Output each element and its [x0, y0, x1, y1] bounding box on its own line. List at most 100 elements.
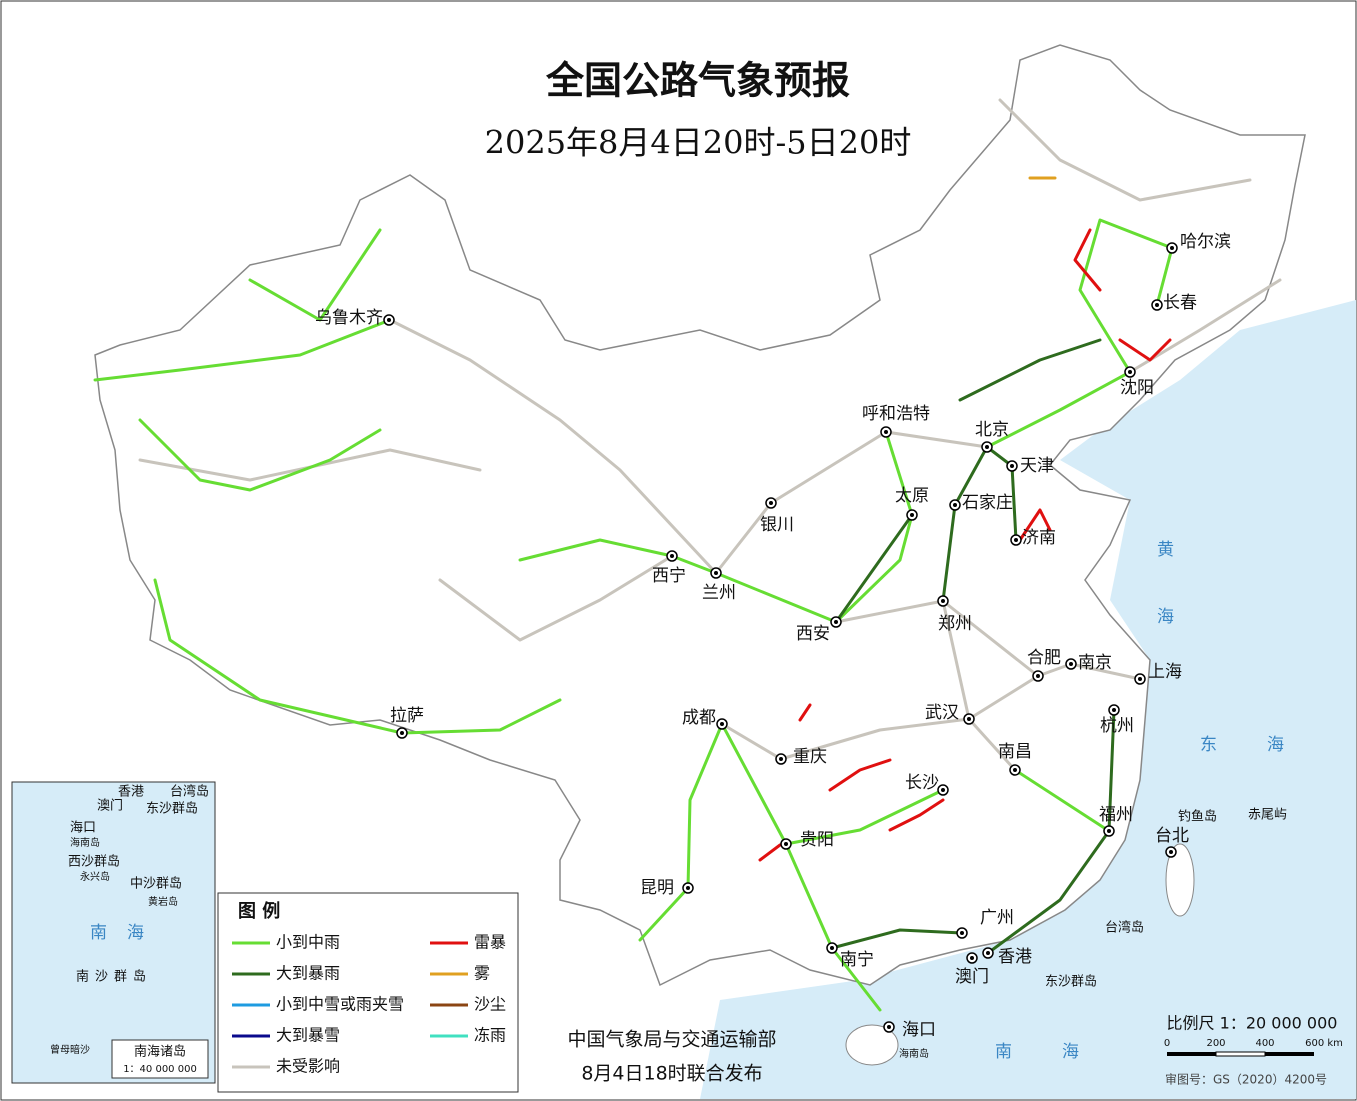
- city-label: 哈尔滨: [1180, 232, 1231, 252]
- city-label: 长沙: [905, 773, 939, 793]
- city-label: 沈阳: [1120, 378, 1154, 398]
- inset-label: 中沙群岛: [130, 876, 182, 892]
- city-label: 乌鲁木齐: [315, 308, 383, 328]
- inset-label: 南沙群岛: [76, 969, 152, 985]
- city-dot-center: [884, 430, 888, 434]
- roads-heavy-rain-shape: [834, 513, 914, 624]
- city-label: 长春: [1163, 293, 1197, 313]
- city-dot-center: [1010, 464, 1014, 468]
- city-dot-center: [1112, 708, 1116, 712]
- inset-shape: [111, 1039, 209, 1079]
- roads-thunderstorm-shape: [888, 798, 945, 832]
- roads-thunderstorm-shape: [1018, 508, 1052, 542]
- city-dot-center: [1014, 538, 1018, 542]
- scale-bar-shape: [1167, 1052, 1216, 1056]
- city-dot-center: [769, 501, 773, 505]
- roads-thunderstorm-shape: [1118, 338, 1172, 362]
- city-label: 南京: [1078, 653, 1112, 673]
- place-label: 海南岛: [899, 1047, 929, 1060]
- city-label: 西宁: [652, 566, 686, 586]
- city-label: 南宁: [840, 950, 874, 970]
- city-label: 上海: [1148, 662, 1182, 682]
- legend-label: 大到暴雪: [276, 1026, 340, 1045]
- city-label: 天津: [1020, 456, 1054, 476]
- city-dot-center: [1170, 246, 1174, 250]
- legend-label: 小到中雨: [276, 933, 340, 952]
- legend-label: 沙尘: [474, 995, 506, 1014]
- roads-light-rain-shape: [1078, 218, 1174, 374]
- place-label: 台湾岛: [1105, 920, 1144, 936]
- land-outline-shape: [94, 44, 1306, 987]
- roads-heavy-rain-shape: [958, 338, 1102, 402]
- city-label: 澳门: [955, 967, 989, 987]
- city-dot-center: [834, 620, 838, 624]
- inset-label: 澳门: [97, 798, 123, 814]
- inset-label: 香港: [118, 785, 144, 800]
- roads-thunderstorm-shape: [758, 843, 782, 862]
- city-label: 合肥: [1027, 648, 1061, 668]
- city-dot-center: [941, 599, 945, 603]
- legend-label: 雾: [474, 964, 490, 983]
- legend-shape: [217, 892, 519, 1093]
- inset-label: 永兴岛: [80, 870, 110, 883]
- city-dot-center: [830, 946, 834, 950]
- place-label: 东沙群岛: [1045, 974, 1097, 990]
- place-label: 南海: [995, 1042, 1129, 1062]
- city-label: 拉萨: [390, 706, 424, 726]
- city-label: 西安: [796, 624, 830, 644]
- city-dot-center: [387, 318, 391, 322]
- subtitle: 2025年8月4日20时-5日20时: [485, 124, 912, 162]
- scale-tick-label: 400: [1255, 1038, 1274, 1049]
- place-label: 东海: [1200, 735, 1334, 755]
- roads-light-rain-shape: [93, 318, 392, 382]
- city-dot-center: [967, 717, 971, 721]
- city-label: 杭州: [1100, 716, 1134, 736]
- city-label: 南昌: [998, 742, 1032, 762]
- city-dot-center: [1169, 850, 1173, 854]
- roads-unaffected-shape: [720, 717, 1017, 772]
- city-dot-center: [960, 931, 964, 935]
- city-label: 呼和浩特: [862, 404, 930, 424]
- city-label: 郑州: [938, 614, 972, 634]
- city-label: 武汉: [925, 703, 959, 723]
- city-dot-center: [1036, 674, 1040, 678]
- scale-tick-label: 0: [1164, 1038, 1170, 1049]
- issued: 8月4日18时联合发布: [581, 1063, 762, 1085]
- city-label: 石家庄: [962, 493, 1013, 513]
- scale-ticks: 0 200 400 600 km: [1164, 1038, 1343, 1049]
- roads-unaffected-shape: [998, 98, 1252, 202]
- city-dot-center: [784, 842, 788, 846]
- city-label: 银川: [760, 515, 794, 535]
- city-dot-center: [714, 571, 718, 575]
- roads-light-rain-shape: [248, 228, 382, 322]
- scale-bar: 比例尺 1：20 000 000: [1167, 1014, 1337, 1057]
- roads-light-rain-shape: [985, 370, 1132, 449]
- city-dot-center: [1069, 662, 1073, 666]
- approval: 审图号：GS（2020）4200号: [1165, 1072, 1327, 1087]
- city-label: 香港: [998, 947, 1032, 967]
- inset-label: 海南岛: [70, 836, 100, 849]
- city-label: 贵阳: [800, 830, 834, 850]
- legend-label: 小到中雪或雨夹雪: [276, 995, 404, 1014]
- roads-unaffected-shape: [714, 430, 989, 575]
- roads-light-rain-shape: [834, 430, 914, 624]
- city-label: 台北: [1155, 826, 1189, 846]
- city-label: 福州: [1099, 805, 1133, 825]
- city-dot-center: [910, 513, 914, 517]
- city-dot-center: [985, 445, 989, 449]
- scale-tick-label: 600 km: [1305, 1038, 1343, 1049]
- roads-light-rain-shape: [720, 722, 945, 846]
- roads-thunderstorm-shape: [828, 758, 892, 792]
- city-dot-center: [670, 554, 674, 558]
- city-dot-center: [779, 757, 783, 761]
- roads-thunderstorm-shape: [1073, 228, 1102, 292]
- city-label: 昆明: [640, 878, 674, 898]
- city-dot-center: [1155, 303, 1159, 307]
- inset-label: 台湾岛: [170, 784, 209, 800]
- roads-light-rain-shape: [153, 578, 562, 735]
